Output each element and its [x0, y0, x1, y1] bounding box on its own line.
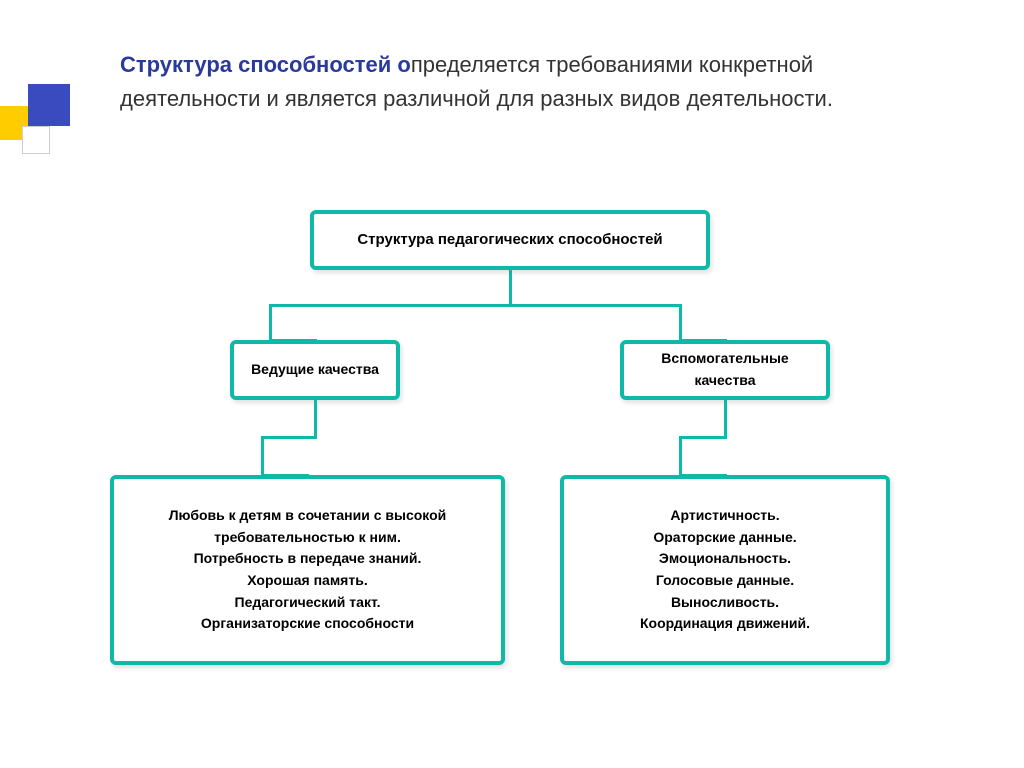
orgchart-node-label: Ведущие качества	[244, 359, 386, 381]
header-title: Структура способностей о	[120, 52, 411, 77]
orgchart-node-right1: Вспомогательные качества	[620, 340, 830, 400]
corner-decoration	[0, 84, 80, 164]
orgchart-connector	[314, 400, 317, 438]
orgchart-connector	[269, 304, 272, 341]
orgchart-node-left1: Ведущие качества	[230, 340, 400, 400]
orgchart-connector	[509, 304, 682, 307]
orgchart-connector	[261, 436, 317, 439]
orgchart-node-root: Структура педагогических способностей	[310, 210, 710, 270]
deco-square	[22, 126, 50, 154]
orgchart-connector	[269, 339, 317, 342]
orgchart-connector	[679, 436, 682, 475]
orgchart-connector	[261, 474, 309, 477]
orgchart-connector	[679, 474, 727, 477]
orgchart-node-label: Любовь к детям в сочетании с высокой тре…	[124, 505, 491, 635]
orgchart-connector	[261, 436, 264, 475]
orgchart-connector	[724, 400, 727, 438]
orgchart-node-left2: Любовь к детям в сочетании с высокой тре…	[110, 475, 505, 665]
orgchart-connector	[269, 304, 512, 307]
orgchart-node-label: Вспомогательные качества	[634, 348, 816, 391]
header-text: Структура способностей определяется треб…	[120, 48, 954, 116]
orgchart-node-label: Артистичность. Ораторские данные. Эмоцио…	[574, 505, 876, 635]
orgchart-connector	[509, 270, 512, 305]
orgchart-connector	[679, 339, 727, 342]
orgchart: Структура педагогических способностей Вед…	[90, 210, 954, 728]
orgchart-node-label: Структура педагогических способностей	[324, 228, 696, 251]
orgchart-connector	[679, 436, 727, 439]
orgchart-connector	[679, 304, 682, 341]
deco-square	[28, 84, 70, 126]
orgchart-node-right2: Артистичность. Ораторские данные. Эмоцио…	[560, 475, 890, 665]
